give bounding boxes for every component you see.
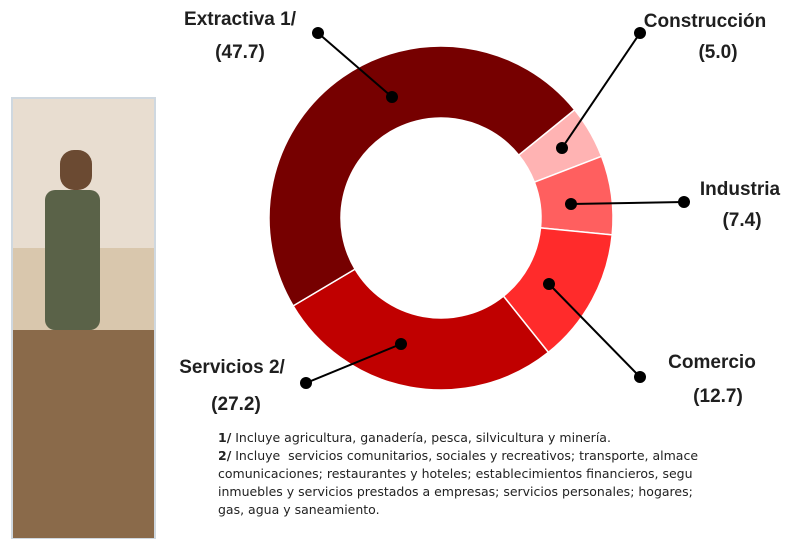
footnote-text: comunicaciones; restaurantes y hoteles; … — [218, 466, 693, 481]
page: {"chart_data": {"type": "donut", "catego… — [0, 0, 797, 539]
callout-dot — [300, 377, 312, 389]
category-label: Extractiva 1/ — [184, 9, 297, 30]
footnote-line: 2/ Incluye servicios comunitarios, socia… — [218, 447, 797, 465]
callout-dot — [678, 196, 690, 208]
value-label: (12.7) — [693, 386, 743, 407]
footnote-text: gas, agua y saneamiento. — [218, 502, 380, 517]
callout-dot — [386, 91, 398, 103]
donut: Construcción (5.0) Industria (7.4) Comercio (… — [179, 9, 780, 415]
footnote-text: Incluye servicios comunitarios, sociales… — [231, 448, 698, 463]
footnote-text: inmuebles y servicios prestados a empres… — [218, 484, 697, 499]
value-label: (47.7) — [215, 42, 265, 63]
callout-dot — [543, 278, 555, 290]
footnote-line: 1/ Incluye agricultura, ganadería, pesca… — [218, 429, 797, 447]
footnote-line: gas, agua y saneamiento. — [218, 501, 797, 519]
callout-dot — [556, 142, 568, 154]
callout-dot — [312, 27, 324, 39]
category-label: Comercio — [668, 352, 756, 373]
category-label: Industria — [700, 179, 781, 200]
category-label: Construcción — [644, 11, 766, 32]
footnote-line: inmuebles y servicios prestados a empres… — [218, 483, 797, 501]
footnote-text: Incluye agricultura, ganadería, pesca, s… — [231, 430, 611, 445]
footnote-marker: 2/ — [218, 448, 231, 463]
value-label: (7.4) — [722, 210, 761, 231]
category-label: Servicios 2/ — [179, 357, 285, 378]
callout-dot — [634, 371, 646, 383]
callout-line — [562, 33, 640, 148]
value-label: (27.2) — [211, 394, 261, 415]
footnote-line: comunicaciones; restaurantes y hoteles; … — [218, 465, 797, 483]
photo — [12, 98, 155, 539]
callout-dot — [565, 198, 577, 210]
footnote-marker: 1/ — [218, 430, 231, 445]
value-label: (5.0) — [698, 42, 737, 63]
footnotes: 1/ Incluye agricultura, ganadería, pesca… — [218, 429, 797, 519]
callout-dot — [395, 338, 407, 350]
